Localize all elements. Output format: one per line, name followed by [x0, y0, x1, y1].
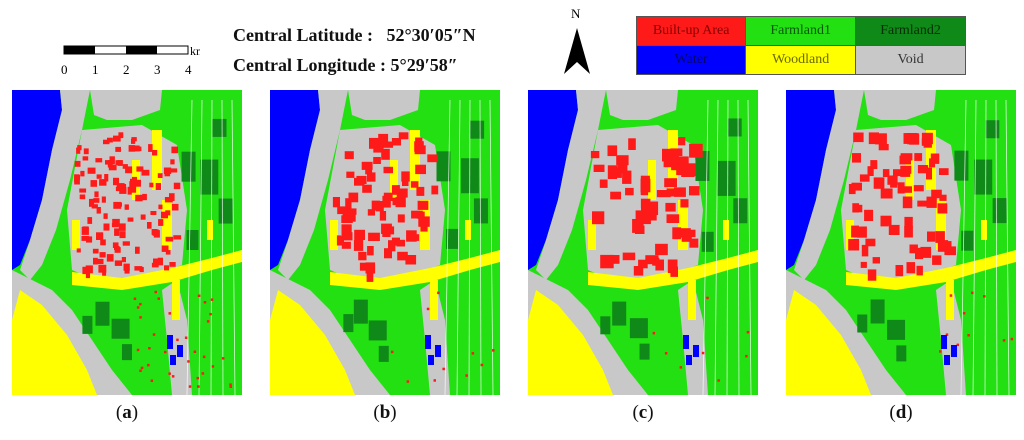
- longitude-label: Central Longitude :: [233, 55, 386, 75]
- scale-tick-1: 1: [92, 62, 99, 77]
- legend-water: Water: [635, 45, 747, 75]
- latitude-value: 52°30′05″N: [386, 25, 476, 45]
- scale-tick-0: 0: [61, 62, 68, 77]
- map-panel-a: [12, 90, 242, 395]
- caption-d: (d): [889, 402, 913, 423]
- longitude-line: Central Longitude : 5°29′58″: [233, 50, 476, 80]
- scale-unit: km: [190, 44, 200, 58]
- north-label: N: [571, 6, 581, 21]
- caption-c: (c): [632, 402, 654, 423]
- scale-tick-2: 2: [123, 62, 130, 77]
- latitude-line: Central Latitude : 52°30′05″N: [233, 20, 476, 50]
- coordinates-block: Central Latitude : 52°30′05″N Central Lo…: [233, 20, 476, 80]
- scale-tick-4: 4: [185, 62, 192, 77]
- map-legend: Built-up Area Farmland1 Farmland2 Water …: [635, 16, 966, 75]
- caption-a: (a): [115, 402, 139, 423]
- legend-woodland: Woodland: [745, 45, 857, 75]
- scale-tick-3: 3: [154, 62, 161, 77]
- caption-b: (b): [373, 402, 397, 423]
- legend-farmland1: Farmland1: [745, 16, 857, 46]
- north-arrow-icon: N: [560, 6, 594, 80]
- longitude-value: 5°29′58″: [390, 55, 458, 75]
- legend-built-up-area: Built-up Area: [635, 16, 747, 46]
- legend-farmland2: Farmland2: [855, 16, 966, 46]
- scale-bar: km 0 1 2 3 4: [60, 40, 206, 80]
- map-panel-d: [786, 90, 1016, 395]
- legend-void: Void: [855, 45, 966, 75]
- map-panel-b: [270, 90, 500, 395]
- latitude-label: Central Latitude :: [233, 25, 373, 45]
- map-panel-c: [528, 90, 758, 395]
